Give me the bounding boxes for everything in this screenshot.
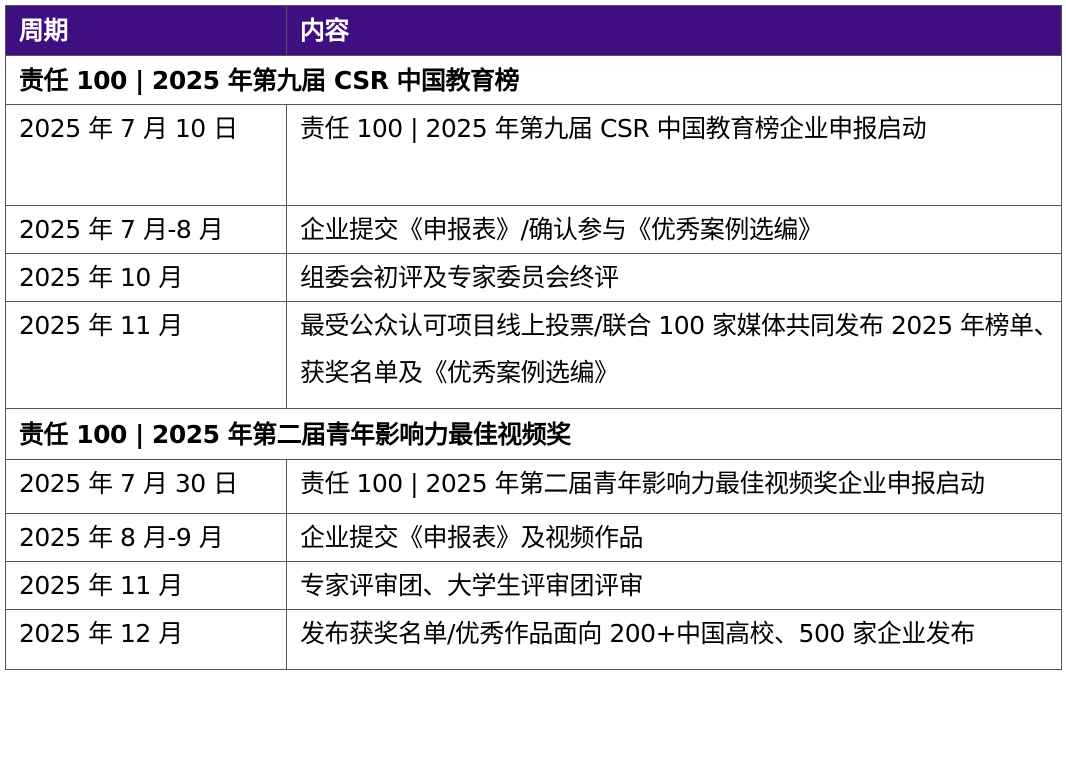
period-cell: 2025 年 7 月 10 日 — [5, 104, 287, 206]
content-cell: 企业提交《申报表》及视频作品 — [286, 513, 1062, 562]
period-cell: 2025 年 12 月 — [5, 609, 287, 670]
section-title: 责任 100 | 2025 年第九届 CSR 中国教育榜 — [5, 55, 1062, 105]
schedule-table: 周期 内容 责任 100 | 2025 年第九届 CSR 中国教育榜 2025 … — [5, 5, 1062, 670]
table-row: 2025 年 10 月组委会初评及专家委员会终评 — [5, 253, 1062, 302]
content-cell: 责任 100 | 2025 年第二届青年影响力最佳视频奖企业申报启动 — [286, 459, 1062, 514]
content-header: 内容 — [286, 5, 1062, 56]
table-row: 2025 年 11 月最受公众认可项目线上投票/联合 100 家媒体共同发布 2… — [5, 301, 1062, 409]
header-row: 周期 内容 — [5, 5, 1062, 56]
period-cell: 2025 年 7 月-8 月 — [5, 205, 287, 254]
section-row: 责任 100 | 2025 年第九届 CSR 中国教育榜 — [5, 55, 1062, 105]
content-cell: 责任 100 | 2025 年第九届 CSR 中国教育榜企业申报启动 — [286, 104, 1062, 206]
period-cell: 2025 年 11 月 — [5, 561, 287, 610]
period-cell: 2025 年 7 月 30 日 — [5, 459, 287, 514]
content-cell: 专家评审团、大学生评审团评审 — [286, 561, 1062, 610]
table-row: 2025 年 7 月 10 日责任 100 | 2025 年第九届 CSR 中国… — [5, 104, 1062, 206]
content-cell: 发布获奖名单/优秀作品面向 200+中国高校、500 家企业发布 — [286, 609, 1062, 670]
period-cell: 2025 年 10 月 — [5, 253, 287, 302]
content-cell: 最受公众认可项目线上投票/联合 100 家媒体共同发布 2025 年榜单、获奖名… — [286, 301, 1062, 409]
table-row: 2025 年 7 月-8 月企业提交《申报表》/确认参与《优秀案例选编》 — [5, 205, 1062, 254]
content-cell: 组委会初评及专家委员会终评 — [286, 253, 1062, 302]
period-cell: 2025 年 8 月-9 月 — [5, 513, 287, 562]
period-cell: 2025 年 11 月 — [5, 301, 287, 409]
section-title: 责任 100 | 2025 年第二届青年影响力最佳视频奖 — [5, 408, 1062, 460]
section-row: 责任 100 | 2025 年第二届青年影响力最佳视频奖 — [5, 408, 1062, 460]
table-row: 2025 年 7 月 30 日责任 100 | 2025 年第二届青年影响力最佳… — [5, 459, 1062, 514]
period-header: 周期 — [5, 5, 287, 56]
table-row: 2025 年 12 月发布获奖名单/优秀作品面向 200+中国高校、500 家企… — [5, 609, 1062, 670]
table-row: 2025 年 11 月专家评审团、大学生评审团评审 — [5, 561, 1062, 610]
table-row: 2025 年 8 月-9 月企业提交《申报表》及视频作品 — [5, 513, 1062, 562]
content-cell: 企业提交《申报表》/确认参与《优秀案例选编》 — [286, 205, 1062, 254]
